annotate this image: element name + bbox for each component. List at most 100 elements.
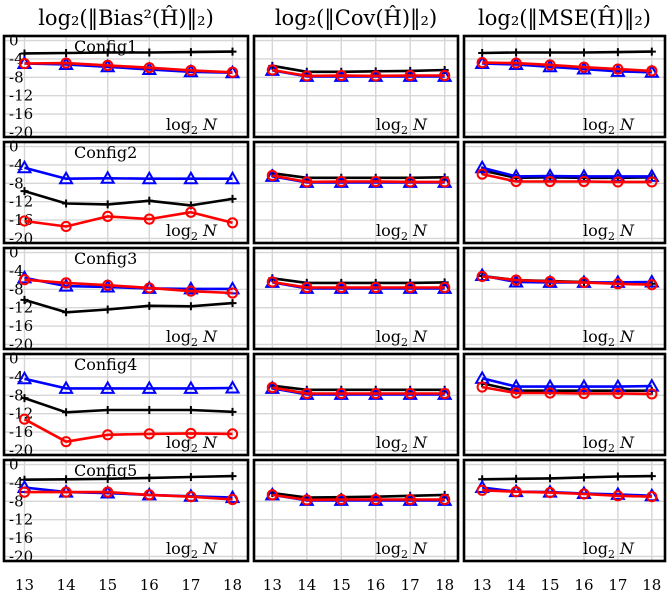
y-tick-label: 0 bbox=[9, 32, 19, 50]
marker-plus bbox=[62, 308, 71, 317]
marker-circle bbox=[18, 274, 31, 286]
marker-circle bbox=[185, 206, 197, 218]
marker-triangle bbox=[576, 378, 592, 393]
marker-circle bbox=[226, 217, 239, 229]
series-line-blue bbox=[24, 166, 233, 180]
panel-frame bbox=[462, 458, 667, 563]
panel-r2-c3: log2 N bbox=[462, 140, 667, 245]
marker-circle bbox=[185, 285, 197, 297]
marker-circle bbox=[404, 493, 416, 506]
y-tick-label: 0 bbox=[9, 456, 19, 474]
marker-circle bbox=[143, 489, 155, 501]
marker-plus bbox=[228, 194, 237, 203]
marker-plus bbox=[103, 200, 112, 209]
panel-frame bbox=[2, 246, 250, 351]
marker-triangle bbox=[58, 380, 74, 394]
marker-circle bbox=[510, 175, 522, 188]
marker-circle bbox=[143, 282, 155, 294]
axis-label: log2 N bbox=[166, 115, 218, 137]
panel-frame bbox=[252, 246, 460, 351]
axis-label: log2 N bbox=[583, 327, 635, 349]
marker-circle bbox=[335, 69, 347, 82]
marker-triangle bbox=[644, 378, 660, 392]
panel-frame bbox=[2, 352, 250, 457]
config-label: Config3 bbox=[74, 249, 137, 268]
marker-circle bbox=[143, 213, 155, 225]
marker-circle bbox=[60, 277, 72, 289]
y-tick-label: -12 bbox=[9, 299, 33, 317]
marker-triangle bbox=[224, 280, 241, 295]
y-tick-label: -8 bbox=[9, 492, 24, 510]
marker-circle bbox=[578, 61, 590, 73]
y-tick-label: -8 bbox=[9, 174, 24, 192]
marker-circle bbox=[301, 281, 313, 294]
panel-frame bbox=[2, 34, 250, 139]
series-line-black bbox=[272, 491, 445, 499]
panel-frame bbox=[252, 34, 460, 139]
marker-circle bbox=[335, 387, 347, 400]
marker-plus bbox=[145, 48, 154, 57]
marker-circle bbox=[370, 493, 382, 506]
series-line-black bbox=[24, 298, 233, 314]
marker-circle bbox=[301, 387, 313, 400]
marker-circle bbox=[646, 491, 658, 503]
panel-frame bbox=[462, 140, 667, 245]
marker-plus bbox=[62, 408, 71, 417]
marker-plus bbox=[546, 474, 555, 483]
y-tick-label: -4 bbox=[9, 262, 24, 280]
axis-label: log2 N bbox=[583, 221, 635, 243]
panel-r5-c3: log2 N bbox=[462, 458, 667, 563]
series-line-blue bbox=[24, 377, 233, 390]
marker-circle bbox=[476, 168, 488, 180]
marker-circle bbox=[578, 488, 590, 500]
config-label: Config2 bbox=[74, 143, 137, 162]
marker-plus bbox=[546, 48, 555, 57]
panel-r1-c3: log2 N bbox=[462, 34, 667, 139]
marker-circle bbox=[510, 57, 522, 69]
marker-circle bbox=[544, 175, 556, 188]
marker-circle bbox=[226, 493, 239, 506]
marker-plus bbox=[228, 299, 237, 308]
marker-triangle bbox=[16, 370, 33, 385]
x-tick-label: 16 bbox=[140, 576, 159, 594]
marker-triangle bbox=[16, 159, 33, 174]
marker-plus bbox=[579, 473, 588, 482]
panel-frame bbox=[252, 352, 460, 457]
marker-triangle bbox=[644, 168, 660, 182]
marker-triangle bbox=[183, 380, 199, 394]
series-line-red bbox=[272, 493, 445, 502]
marker-circle bbox=[18, 215, 31, 227]
series-line-blue bbox=[482, 62, 652, 74]
marker-triangle bbox=[141, 380, 158, 394]
x-tick-label: 16 bbox=[366, 576, 385, 594]
marker-triangle bbox=[58, 170, 74, 185]
series-line-black bbox=[482, 474, 652, 481]
panel-r5-c2: log2 N bbox=[252, 458, 460, 563]
marker-circle bbox=[370, 387, 382, 400]
marker-circle bbox=[646, 388, 658, 400]
x-tick-label: 16 bbox=[574, 576, 593, 594]
series-line-red bbox=[272, 280, 445, 289]
x-tick-label: 18 bbox=[223, 576, 242, 594]
marker-circle bbox=[612, 278, 624, 290]
panel-frame bbox=[462, 352, 667, 457]
marker-circle bbox=[143, 428, 155, 440]
marker-plus bbox=[145, 473, 154, 482]
y-tick-label: 0 bbox=[9, 138, 19, 156]
marker-plus bbox=[512, 48, 521, 57]
marker-circle bbox=[510, 387, 522, 399]
series-line-red bbox=[482, 489, 652, 498]
marker-circle bbox=[102, 279, 114, 291]
y-tick-label: -12 bbox=[9, 193, 33, 211]
marker-circle bbox=[544, 486, 556, 499]
marker-circle bbox=[646, 176, 658, 188]
x-tick-label: 14 bbox=[297, 576, 316, 594]
series-line-black bbox=[24, 50, 233, 55]
marker-circle bbox=[335, 281, 347, 294]
config-label: Config5 bbox=[74, 461, 137, 480]
x-tick-label: 17 bbox=[181, 576, 200, 594]
marker-circle bbox=[226, 66, 239, 78]
